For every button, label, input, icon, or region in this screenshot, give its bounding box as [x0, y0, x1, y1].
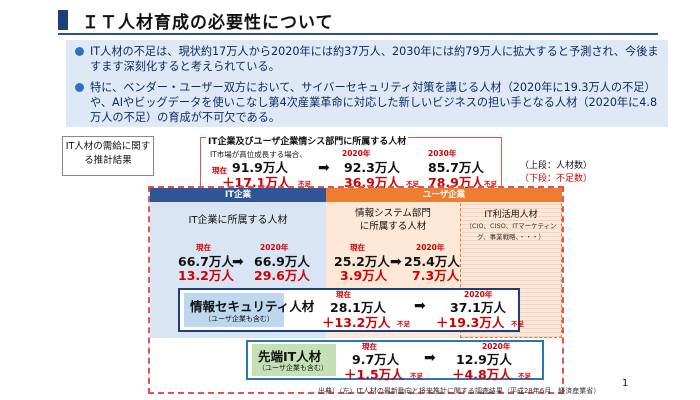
sys-now-shortage: 3.9万人: [340, 268, 388, 283]
it-util-title: IT利活用人材: [484, 210, 538, 220]
security-label-bg: [184, 293, 284, 327]
it-2020-label: 2020年: [260, 243, 289, 252]
forecast-shortage-suffix: 不足: [484, 180, 497, 188]
arrow-right-icon: ➡: [390, 254, 402, 270]
advanced-label-bg: [252, 344, 336, 376]
security-sub: （ユーザ企業も含む）: [204, 315, 274, 323]
forecast-shortage-suffix: 不足: [298, 180, 311, 188]
sys-2020-shortage: 7.3万人: [412, 268, 460, 283]
sys-2020-value: 25.4万人: [404, 254, 460, 269]
advanced-2020-label: 2020年: [482, 342, 511, 351]
it-now-shortage: 13.2万人: [178, 268, 234, 283]
it-company-label: IT企業に所属する人材: [188, 215, 288, 226]
legend-top: （上段：人材数）: [520, 161, 593, 171]
forecast-2020-label: 2020年: [342, 149, 371, 158]
bullet-dot-icon: [75, 47, 84, 56]
title-underline: [58, 33, 658, 35]
security-now-label: 現在: [336, 290, 351, 299]
advanced-label: 先端IT人材: [258, 349, 322, 364]
arrow-right-icon: ➡: [414, 298, 426, 314]
arrow-right-icon: ➡: [424, 350, 436, 366]
forecast-current-label: 現在: [212, 166, 227, 175]
sys-now-label: 現在: [350, 243, 365, 252]
sys-dept-label-line1: 情報システム部門: [355, 208, 431, 219]
user-company-header: ユーザ企業: [326, 188, 562, 202]
forecast-heading: IT企業及びユーザ企業情シス部門に所属する人材: [206, 134, 409, 147]
page-number: 1: [622, 378, 629, 389]
arrow-right-icon: ➡: [232, 254, 244, 270]
security-label: 情報セキュリティ人材: [190, 299, 315, 314]
it-util-label: IT利活用人材 （CIO、CISO、ITマーケティング、事業戦略、・・・）: [462, 210, 560, 243]
advanced-now-label: 現在: [362, 342, 377, 351]
advanced-shortage-suffix: 不足: [410, 372, 423, 380]
forecast-2030-label: 2030年: [428, 149, 457, 158]
sys-2020-label: 2020年: [416, 243, 445, 252]
security-shortage-suffix: 不足: [397, 320, 410, 328]
it-company-header: IT企業: [150, 188, 326, 202]
bullet-item: 特に、ベンダー・ユーザー双方において、サイバーセキュリティ対策を講じる人材（20…: [75, 80, 662, 125]
it-now-value: 66.7万人: [178, 254, 234, 269]
it-util-sub: （CIO、CISO、ITマーケティング、事業戦略、・・・）: [465, 222, 557, 241]
arrow-right-icon: ➡: [318, 160, 330, 176]
it-now-label: 現在: [196, 243, 211, 252]
security-now-value: 28.1万人: [330, 300, 386, 315]
bullet-text: 特に、ベンダー・ユーザー双方において、サイバーセキュリティ対策を講じる人材（20…: [90, 81, 658, 124]
legend-bottom: （下段：不足数）: [520, 174, 593, 184]
estimate-note: IT人材の需給に関する推計結果: [62, 136, 154, 176]
forecast-scenario: IT市場が高位成長する場合、: [210, 150, 307, 159]
advanced-shortage-suffix: 不足: [518, 372, 531, 380]
forecast-current-value: 91.9万人: [232, 160, 288, 175]
advanced-now-shortage: ＋1.5万人: [344, 367, 404, 382]
security-shortage-suffix: 不足: [511, 320, 524, 328]
it-2020-shortage: 29.6万人: [254, 268, 310, 283]
security-2020-label: 2020年: [464, 290, 493, 299]
sys-dept-label: 情報システム部門 に所属する人材: [326, 207, 460, 233]
advanced-2020-shortage: ＋4.8万人: [452, 367, 512, 382]
bullet-text: IT人材の不足は、現状約17万人から2020年には約37万人、2030年には約7…: [90, 45, 659, 73]
summary-box: IT人材の不足は、現状約17万人から2020年には約37万人、2030年には約7…: [66, 40, 668, 127]
sys-dept-label-line2: に所属する人材: [359, 221, 427, 232]
dashed-frame: [148, 186, 564, 394]
bullet-item: IT人材の不足は、現状約17万人から2020年には約37万人、2030年には約7…: [75, 44, 662, 74]
sys-now-value: 25.2万人: [334, 254, 390, 269]
advanced-2020-value: 12.9万人: [456, 352, 512, 367]
bullet-dot-icon: [75, 83, 84, 92]
forecast-shortage-suffix: 不足: [406, 180, 419, 188]
security-now-shortage: ＋13.2万人: [322, 315, 391, 330]
it-2020-value: 66.9万人: [254, 254, 310, 269]
security-2020-value: 37.1万人: [450, 300, 506, 315]
page-title: ＩＴ人材育成の必要性について: [82, 13, 334, 33]
source-citation: 出典）（左）IT人材の最新動向と将来推計に関する調査結果（平成28年6月 経済産…: [318, 387, 601, 395]
title-accent: [58, 10, 68, 30]
forecast-2020-value: 92.3万人: [344, 160, 400, 175]
security-2020-shortage: ＋19.3万人: [436, 315, 505, 330]
forecast-2030-value: 85.7万人: [428, 160, 484, 175]
advanced-now-value: 9.7万人: [352, 352, 400, 367]
legend: （上段：人材数） （下段：不足数）: [520, 160, 592, 186]
advanced-sub: （ユーザ企業も含む）: [258, 364, 328, 372]
